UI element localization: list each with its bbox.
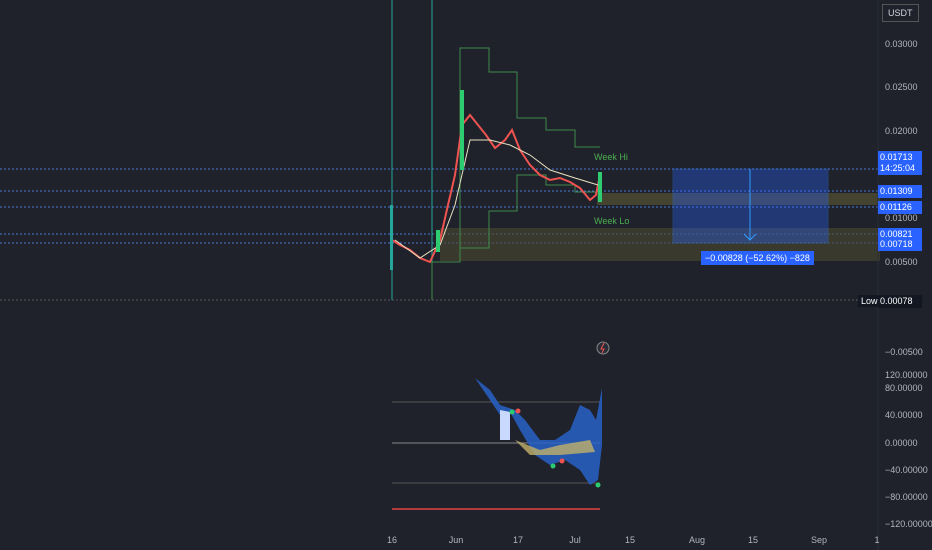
price-axis-label: 0.01000: [885, 213, 918, 223]
candle: [390, 205, 393, 270]
moving-average: [394, 139, 599, 259]
time-axis-label: 1: [874, 535, 880, 545]
time-axis-label: Aug: [688, 535, 706, 545]
indicator-axis-label: 80.00000: [885, 383, 923, 393]
low-label: Low: [858, 295, 881, 307]
alert-icon[interactable]: [596, 341, 610, 355]
price-axis-label: 0.03000: [885, 39, 918, 49]
alert-icon: [600, 342, 605, 354]
time-axis-label: Jul: [569, 535, 581, 545]
oscillator-area: [460, 375, 602, 485]
time-axis-label: 17: [512, 535, 524, 545]
indicator-axis-label: 0.00000: [885, 438, 918, 448]
price-axis-label: 0.02000: [885, 126, 918, 136]
price-value: 0.01713: [880, 152, 913, 162]
time-axis-label: 15: [747, 535, 759, 545]
price-tag: 0.00821: [878, 228, 922, 241]
week-hi-label: Week Hi: [594, 152, 628, 162]
indicator-axis-label: 120.00000: [885, 370, 928, 380]
indicator-axis-label: −80.00000: [885, 492, 928, 502]
week-lo-label: Week Lo: [594, 216, 630, 226]
price-tag: 0.01126: [878, 201, 922, 214]
indicator-axis-label: −40.00000: [885, 465, 928, 475]
signal-area: [515, 440, 595, 455]
price-tag: 0.00718: [878, 238, 922, 251]
signal-dot: [515, 408, 521, 414]
price-axis-label: 0.00500: [885, 257, 918, 267]
candle: [598, 172, 602, 202]
price-path: [391, 113, 601, 264]
countdown: 14:25:04: [880, 163, 916, 173]
signal-dot: [550, 463, 556, 469]
time-axis-label: 15: [624, 535, 636, 545]
signal-dot: [509, 409, 515, 415]
measure-arrow: [743, 233, 757, 241]
price-axis-label: −0.00500: [885, 347, 923, 357]
time-axis-label: Jun: [448, 535, 464, 545]
signal-dot: [595, 482, 601, 488]
indicator-axis-label: 40.00000: [885, 410, 923, 420]
price-tag: 0.01309: [878, 185, 922, 198]
candle: [436, 230, 440, 252]
measure-label: −0.00828 (−52.62%) −828: [701, 251, 814, 265]
zone: [597, 193, 880, 205]
signal-dot: [559, 458, 565, 464]
currency-label[interactable]: USDT: [882, 4, 919, 22]
price-axis-label: 0.02500: [885, 82, 918, 92]
time-axis-label: 16: [386, 535, 398, 545]
candle: [460, 90, 464, 170]
indicator-axis-label: −120.00000: [885, 519, 932, 529]
time-axis-label: Sep: [810, 535, 828, 545]
low-tag: 0.00078: [878, 295, 922, 308]
oscillator-highlight: [500, 410, 510, 440]
price-tag: 0.01713 14:25:04: [878, 151, 922, 175]
